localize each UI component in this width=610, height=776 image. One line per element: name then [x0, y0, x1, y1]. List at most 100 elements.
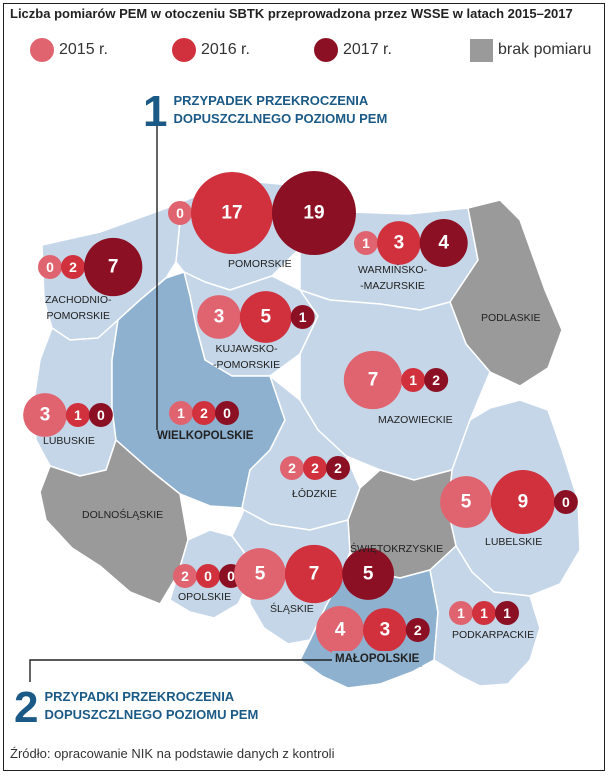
label-slaskie: ŚLĄSKIE	[270, 603, 314, 615]
bubble-label-lubelskie-2015: 5	[461, 492, 472, 513]
label-malopolskie: MAŁOPOLSKIE	[332, 651, 423, 667]
label-wielkopolskie: WIELKOPOLSKIE	[157, 430, 254, 442]
label-swietokrzyskie: ŚWIĘTOKRZYSKIE	[350, 543, 444, 555]
bubble-kujawsko-2016	[239, 291, 292, 343]
label-kujawsko-line1: KUJAWSKO-	[215, 343, 278, 355]
bubble-label-lodzkie-2017: 2	[334, 460, 342, 476]
bubble-malopolskie-2017	[405, 618, 430, 642]
bubble-malopolskie-2016	[363, 608, 407, 652]
bubble-label-pomorskie-2017: 19	[303, 203, 324, 224]
bubble-kujawsko-2015	[197, 295, 241, 339]
bubble-warminsko-2016	[377, 221, 421, 265]
bubble-zachodniopomorskie-2015	[38, 255, 62, 279]
legend-item-2017: 2017 r.	[314, 36, 392, 64]
label-zachodniopomorskie: ZACHODNIO- POMORSKIE	[45, 292, 112, 324]
callout-1-line2: DOPUSZCZLNEGO POZIOMU PEM	[173, 111, 388, 126]
bubble-lubelskie-2016	[490, 470, 555, 534]
callout-2-number: 2	[14, 683, 39, 732]
bubble-lodzkie-2017	[326, 456, 350, 480]
bubble-label-lubuskie-2016: 1	[74, 407, 82, 423]
bubble-label-lubelskie-2016: 9	[518, 492, 529, 513]
bubble-label-opolskie-2016: 0	[204, 568, 212, 584]
bubble-slaskie-2015	[234, 548, 286, 600]
bubble-lubuskie-2015	[23, 393, 67, 437]
bubble-label-opolskie-2017: 0	[227, 568, 235, 584]
legend-item-2016: 2016 r.	[172, 36, 250, 64]
callout-2-text: PRZYPADKI PRZEKROCZENIA DOPUSZCZLNEGO PO…	[44, 688, 258, 724]
callout-leader-2	[29, 659, 342, 682]
bubble-label-slaskie-2016: 7	[309, 564, 320, 585]
bubble-lubelskie-2015	[440, 476, 492, 528]
label-zachodniopomorskie-line1: ZACHODNIO-	[45, 294, 112, 306]
bubble-label-malopolskie-2016: 3	[380, 620, 391, 641]
callout-2-line2: DOPUSZCZLNEGO POZIOMU PEM	[44, 707, 259, 722]
callout-1-text: PRZYPADEK PRZEKROCZENIA DOPUSZCZLNEGO PO…	[173, 92, 387, 128]
bubble-label-malopolskie-2017: 2	[414, 622, 422, 638]
bubble-mazowieckie-2015	[343, 350, 403, 410]
bubble-pomorskie-2015	[168, 201, 192, 225]
bubble-kujawsko-2017	[290, 305, 315, 329]
bubble-label-mazowieckie-2017: 2	[432, 372, 440, 388]
legend-label-2017: 2017 r.	[343, 41, 392, 58]
bubble-pomorskie-2017	[271, 171, 356, 255]
bubble-label-zachodniopomorskie-2015: 0	[46, 259, 54, 275]
bubble-label-lodzkie-2015: 2	[288, 460, 296, 476]
bubble-slaskie-2017	[342, 548, 394, 600]
callout-1-number: 1	[143, 87, 168, 136]
bubble-wielkopolskie-2016	[192, 401, 216, 425]
legend-item-2015: 2015 r.	[30, 36, 108, 64]
bubble-opolskie-2016	[196, 564, 220, 588]
bubble-zachodniopomorskie-2017	[84, 237, 143, 297]
bubble-label-zachodniopomorskie-2017: 7	[108, 257, 119, 278]
bubble-label-lubuskie-2017: 0	[97, 407, 105, 423]
bubble-label-podkarpackie-2015: 1	[457, 605, 465, 621]
bubble-label-kujawsko-2016: 5	[260, 307, 271, 328]
bubble-podkarpackie-2016	[472, 601, 496, 625]
bubble-malopolskie-2015	[316, 606, 364, 654]
bubble-label-lubelskie-2017: 0	[562, 494, 570, 510]
bubble-lubelskie-2017	[553, 490, 578, 514]
label-mazowieckie: MAZOWIECKIE	[378, 414, 453, 426]
bubble-label-wielkopolskie-2015: 1	[177, 405, 185, 421]
legend-item-no-measurement: brak pomiaru	[470, 36, 591, 64]
bubble-label-warminsko-2015: 1	[362, 235, 370, 251]
legend-label-2015: 2015 r.	[59, 41, 108, 58]
bubble-label-pomorskie-2015: 0	[176, 205, 184, 221]
label-warminsko: WARMIŃSKO- -MAZURSKIE	[358, 262, 427, 294]
bubble-label-pomorskie-2016: 17	[221, 203, 242, 224]
legend-label-no-measurement: brak pomiaru	[498, 41, 592, 58]
bubble-mazowieckie-2017	[424, 368, 449, 392]
bubble-warminsko-2017	[419, 219, 468, 267]
bubble-podkarpackie-2017	[495, 601, 519, 625]
bubble-label-wielkopolskie-2017: 0	[223, 405, 231, 421]
legend-swatch-2015	[30, 38, 54, 62]
bubble-label-opolskie-2015: 2	[181, 568, 189, 584]
region-podlaskie	[449, 199, 563, 387]
bubble-label-zachodniopomorskie-2016: 2	[69, 259, 77, 275]
bubble-label-warminsko-2016: 3	[394, 233, 405, 254]
bubble-label-slaskie-2017: 5	[363, 564, 374, 585]
callout-2-line1: PRZYPADKI PRZEKROCZENIA	[44, 689, 235, 704]
bubble-mazowieckie-2016	[401, 368, 426, 392]
label-warminsko-line1: WARMIŃSKO-	[358, 264, 428, 276]
label-podlaskie: PODLASKIE	[481, 312, 541, 324]
source-note: Źródło: opracowanie NIK na podstawie dan…	[10, 746, 335, 761]
bubble-slaskie-2016	[284, 544, 344, 604]
legend-swatch-2016	[172, 38, 196, 62]
label-zachodniopomorskie-line2: POMORSKIE	[46, 310, 111, 322]
bubble-label-wielkopolskie-2016: 2	[200, 405, 208, 421]
label-dolnoslaskie: DOLNOŚLĄSKIE	[82, 509, 164, 521]
bubble-warminsko-2015	[354, 231, 378, 255]
bubble-label-lodzkie-2016: 2	[311, 460, 319, 476]
bubble-label-podkarpackie-2017: 1	[503, 605, 511, 621]
bubble-label-kujawsko-2017: 1	[299, 309, 307, 325]
bubble-label-slaskie-2015: 5	[255, 564, 266, 585]
label-lubuskie: LUBUSKIE	[43, 435, 95, 447]
bubble-lodzkie-2016	[303, 456, 327, 480]
legend-swatch-no-measurement	[470, 38, 493, 62]
bubble-label-warminsko-2017: 4	[438, 233, 449, 254]
bubble-podkarpackie-2015	[449, 601, 473, 625]
bubble-zachodniopomorskie-2016	[61, 255, 85, 279]
bubble-lubuskie-2016	[65, 403, 90, 427]
label-kujawsko-line2: -POMORSKIE	[213, 359, 281, 371]
